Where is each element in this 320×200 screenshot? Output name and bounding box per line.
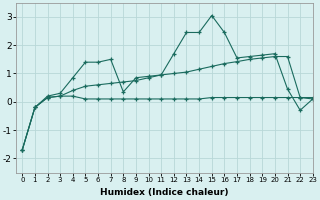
X-axis label: Humidex (Indice chaleur): Humidex (Indice chaleur)	[100, 188, 228, 197]
